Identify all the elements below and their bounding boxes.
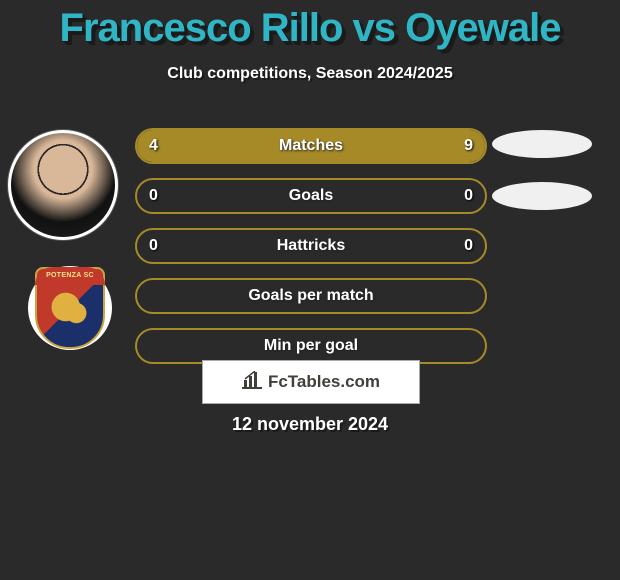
stat-row: 49Matches xyxy=(135,128,487,164)
stat-row: Goals per match xyxy=(135,278,487,314)
subtitle: Club competitions, Season 2024/2025 xyxy=(0,65,620,83)
stat-row: Min per goal xyxy=(135,328,487,364)
stat-label: Hattricks xyxy=(137,230,485,262)
brand-label: FcTables.com xyxy=(268,372,380,392)
stat-label: Goals per match xyxy=(137,280,485,312)
chart-bars-icon xyxy=(242,371,262,394)
stat-rows: 49Matches 00Goals 00Hattricks Goals per mat… xyxy=(135,128,487,378)
player-left-club-badge: POTENZA SC xyxy=(28,266,112,350)
brand-box[interactable]: FcTables.com xyxy=(202,360,420,404)
badge-text: POTENZA SC xyxy=(35,267,105,285)
comparison-card: Francesco Rillo vs Oyewale Club competit… xyxy=(0,6,620,580)
page-title: Francesco Rillo vs Oyewale xyxy=(0,6,620,51)
badge-shield: POTENZA SC xyxy=(35,267,105,349)
player-right-badge-placeholder xyxy=(492,182,592,210)
badge-lion-icon xyxy=(49,291,91,331)
stat-label: Min per goal xyxy=(137,330,485,362)
stat-label: Matches xyxy=(137,130,485,162)
date-label: 12 november 2024 xyxy=(0,414,620,435)
player-right-photo-placeholder xyxy=(492,130,592,158)
stat-row: 00Hattricks xyxy=(135,228,487,264)
stat-label: Goals xyxy=(137,180,485,212)
player-left-photo xyxy=(8,130,118,240)
stat-row: 00Goals xyxy=(135,178,487,214)
